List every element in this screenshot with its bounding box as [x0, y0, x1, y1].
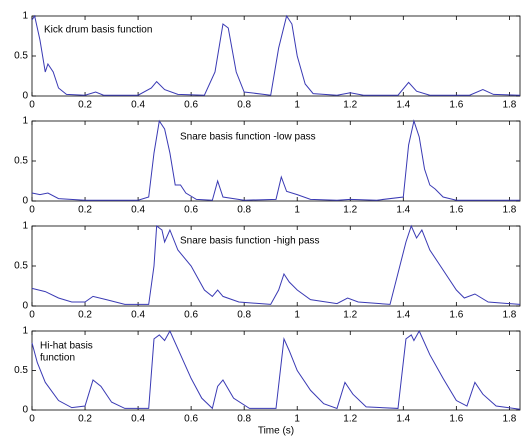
- y-tick-label: 1: [22, 11, 28, 22]
- annotation: Hi-hat basis: [40, 341, 93, 352]
- x-tick-label: 0: [29, 310, 35, 321]
- y-tick-label: 1: [22, 326, 28, 337]
- annotation: function: [40, 353, 75, 364]
- data-line: [31, 14, 521, 96]
- plot-area: [31, 330, 521, 411]
- x-axis-label: Time (s): [258, 426, 294, 437]
- x-tick-label: 1.4: [396, 310, 410, 321]
- y-tick-label: 1: [22, 116, 28, 127]
- x-tick-label: 0.8: [237, 310, 251, 321]
- x-tick-label: 0: [29, 414, 35, 425]
- y-tick-label: 0: [22, 405, 28, 416]
- x-tick-label: 1.8: [502, 414, 516, 425]
- x-tick-label: 1.4: [396, 205, 410, 216]
- x-tick-label: 1: [294, 414, 300, 425]
- x-tick-label: 0.4: [131, 414, 145, 425]
- y-tick-label: 0: [22, 196, 28, 207]
- x-tick-label: 0: [29, 205, 35, 216]
- x-tick-label: 0.6: [184, 100, 198, 111]
- x-tick-label: 1.8: [502, 100, 516, 111]
- x-tick-label: 1.6: [449, 310, 463, 321]
- y-tick-label: 0: [22, 301, 28, 312]
- y-tick-label: 0.5: [14, 365, 28, 376]
- x-tick-label: 0.4: [131, 310, 145, 321]
- x-tick-label: 1: [294, 100, 300, 111]
- x-tick-label: 0.2: [78, 100, 92, 111]
- plot-area: [31, 225, 521, 307]
- x-tick-label: 1.2: [343, 205, 357, 216]
- x-tick-label: 1.8: [502, 205, 516, 216]
- x-tick-label: 1.2: [343, 100, 357, 111]
- x-tick-label: 0.2: [78, 310, 92, 321]
- x-tick-label: 1.2: [343, 310, 357, 321]
- x-tick-label: 1.6: [449, 205, 463, 216]
- x-tick-label: 1.6: [449, 100, 463, 111]
- y-tick-label: 1: [22, 221, 28, 232]
- data-line: [31, 224, 521, 305]
- x-tick-label: 1.2: [343, 414, 357, 425]
- x-tick-label: 0.6: [184, 205, 198, 216]
- x-tick-label: 0.2: [78, 205, 92, 216]
- x-tick-label: 0.8: [237, 100, 251, 111]
- x-tick-label: 0: [29, 100, 35, 111]
- data-line: [31, 119, 520, 201]
- annotation: Snare basis function -high pass: [180, 236, 320, 247]
- x-tick-label: 1.4: [396, 100, 410, 111]
- x-tick-label: 0.4: [131, 100, 145, 111]
- x-tick-label: 1: [294, 205, 300, 216]
- y-tick-label: 0.5: [14, 156, 28, 167]
- x-tick-label: 0.4: [131, 205, 145, 216]
- y-tick-label: 0.5: [14, 51, 28, 62]
- x-tick-label: 1.8: [502, 310, 516, 321]
- x-tick-label: 1: [294, 310, 300, 321]
- annotation: Snare basis function -low pass: [180, 132, 316, 143]
- x-tick-label: 0.6: [184, 414, 198, 425]
- data-line: [31, 329, 521, 410]
- plot-area: [31, 15, 521, 97]
- plot-area: [31, 120, 521, 202]
- x-tick-label: 0.6: [184, 310, 198, 321]
- x-tick-label: 1.6: [449, 414, 463, 425]
- x-tick-label: 1.4: [396, 414, 410, 425]
- y-tick-label: 0.5: [14, 261, 28, 272]
- x-tick-label: 0.8: [237, 205, 251, 216]
- y-tick-label: 0: [22, 91, 28, 102]
- x-tick-label: 0.8: [237, 414, 251, 425]
- x-tick-label: 0.2: [78, 414, 92, 425]
- annotation: Kick drum basis function: [44, 25, 152, 36]
